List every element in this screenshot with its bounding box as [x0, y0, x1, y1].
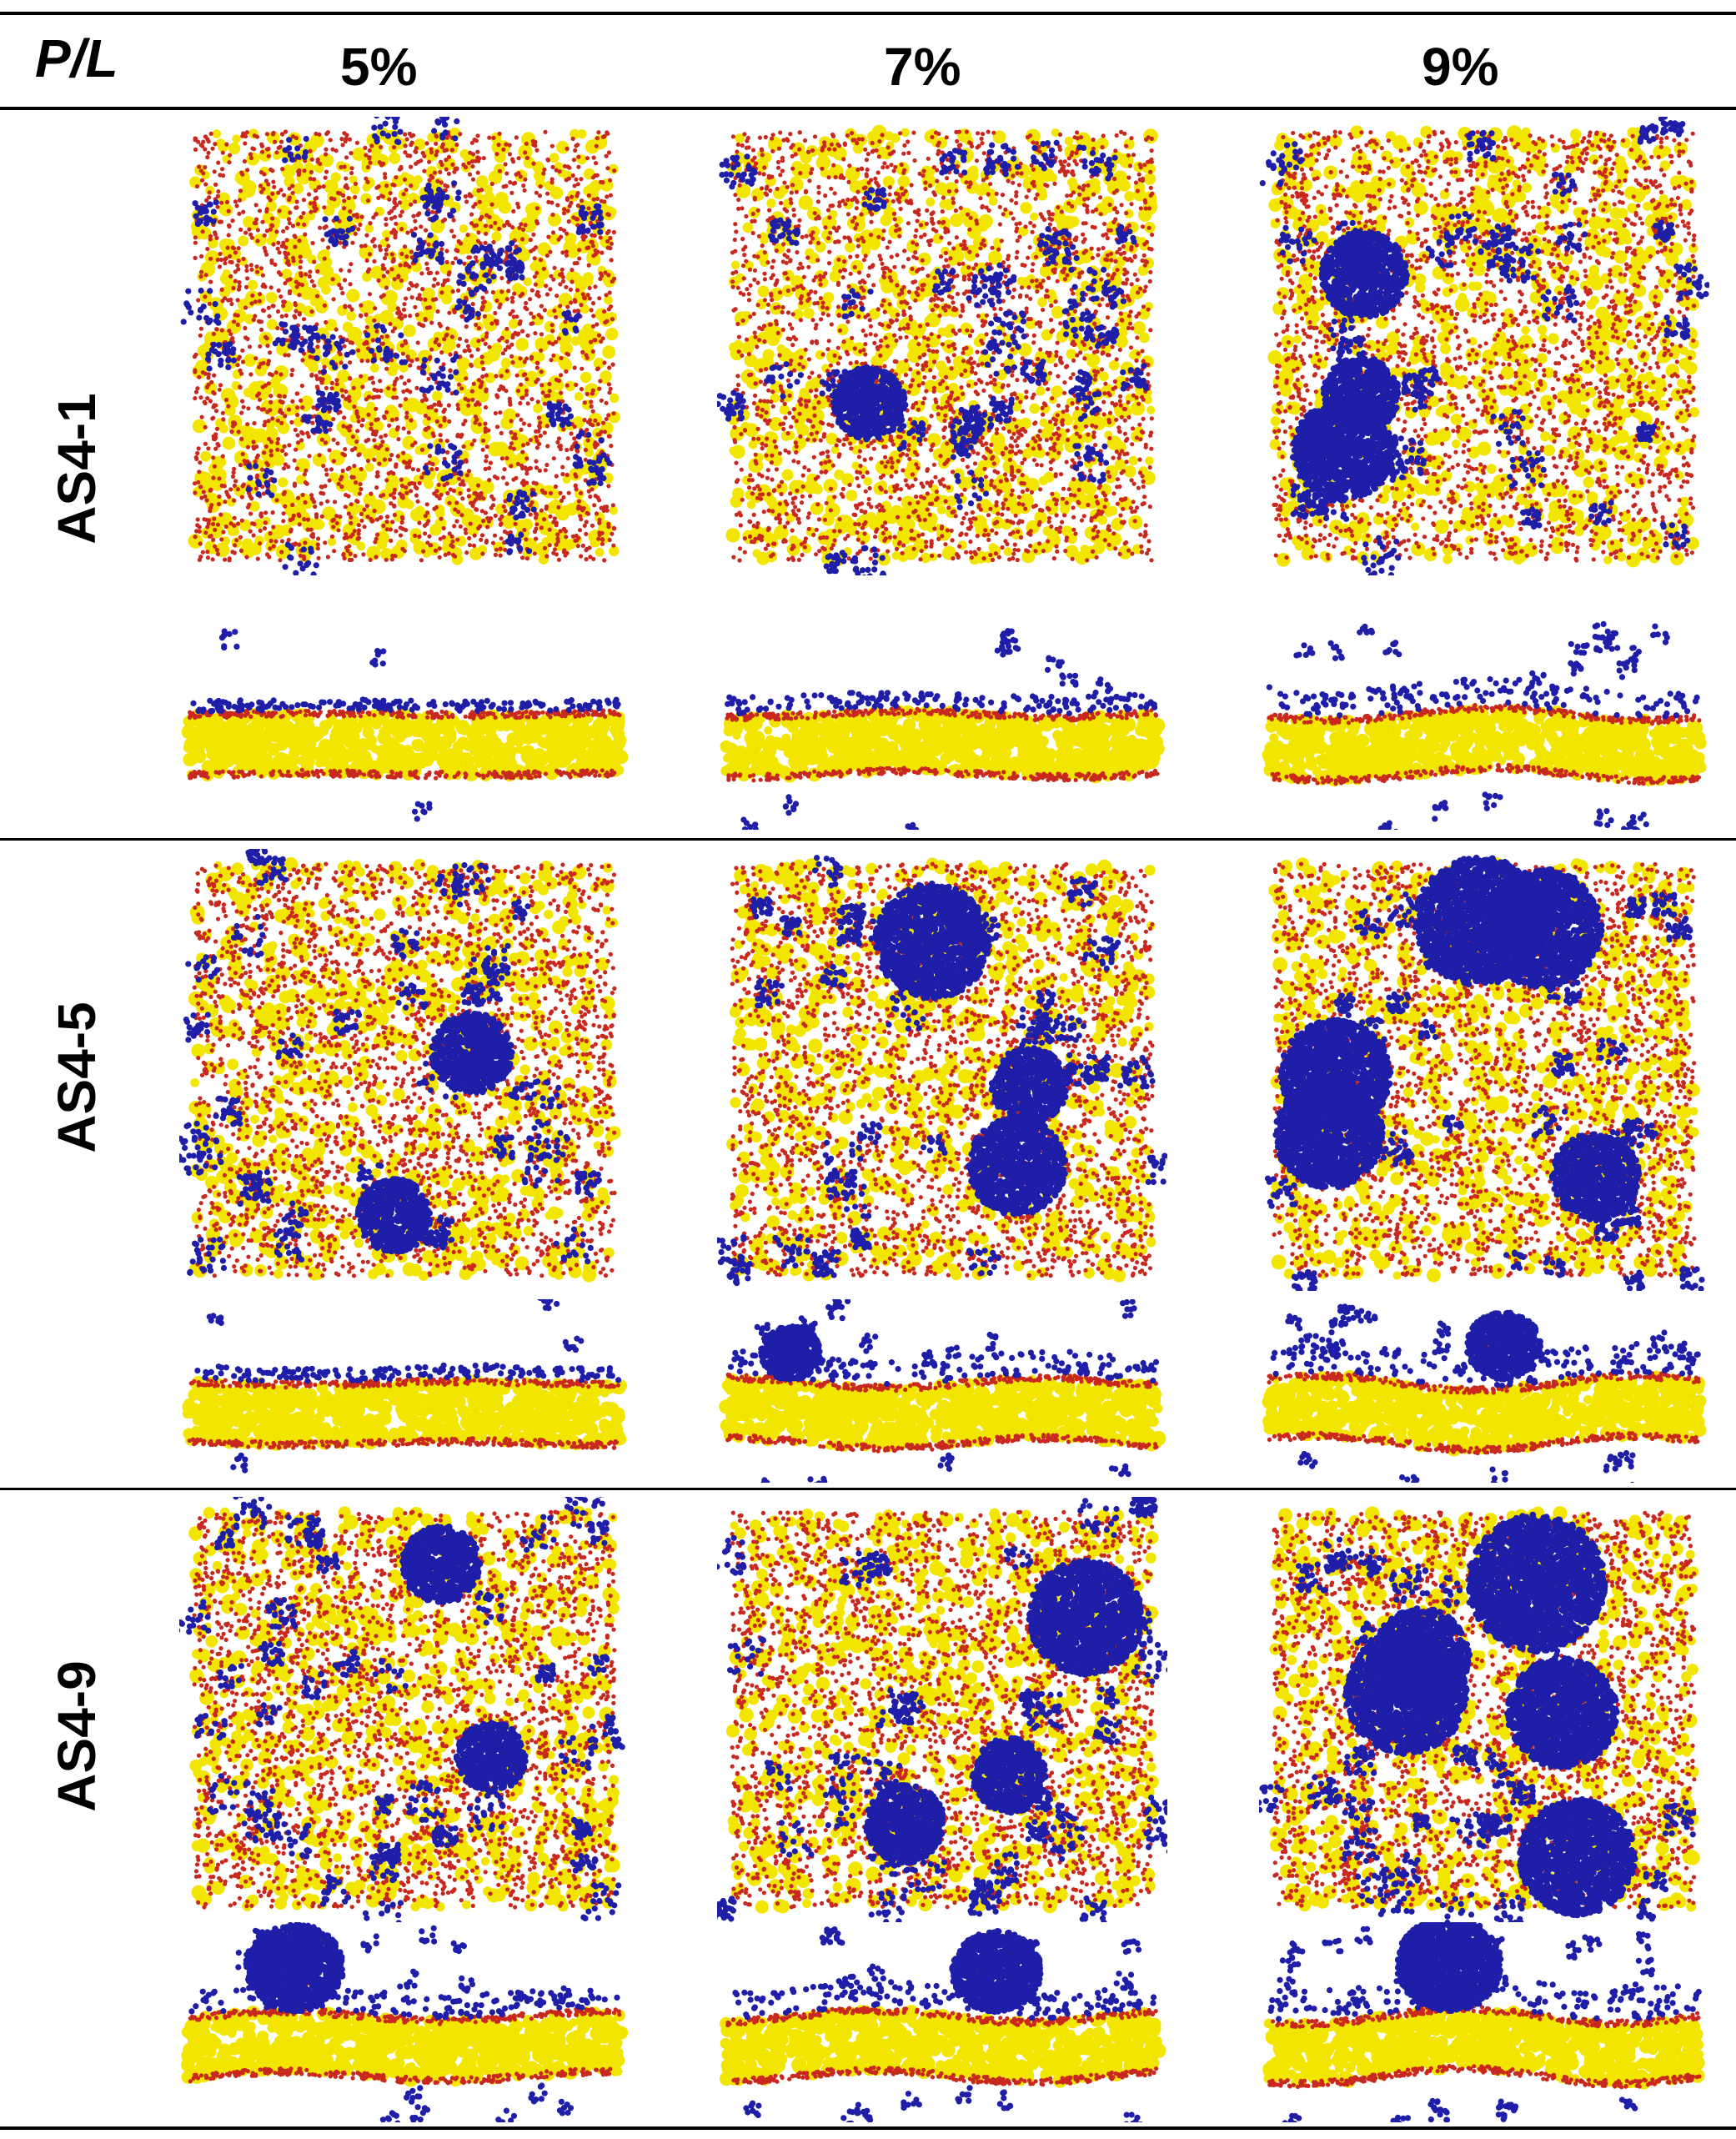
panel-as4-1-5 — [171, 117, 638, 834]
bilayer-core — [1262, 1370, 1707, 1457]
panel-as4-5-7 — [709, 849, 1176, 1483]
top-rule — [0, 12, 1736, 15]
membrane-side-view — [179, 605, 630, 830]
panel-as4-1-9 — [1251, 117, 1718, 834]
membrane-top-view — [1259, 1497, 1709, 1922]
header-col-5: 5% — [340, 40, 418, 93]
panel-as4-5-5 — [171, 849, 638, 1483]
row-divider-1 — [0, 838, 1736, 841]
panel-as4-9-9 — [1251, 1497, 1718, 2122]
membrane-side-view — [717, 1299, 1167, 1483]
header-rule — [0, 107, 1736, 110]
membrane-side-view — [1259, 1922, 1709, 2122]
panel-as4-5-9 — [1251, 849, 1718, 1483]
membrane-top-view — [179, 849, 630, 1291]
membrane-top-view — [717, 849, 1167, 1291]
membrane-side-view — [179, 1922, 630, 2122]
membrane-top-view — [1259, 849, 1709, 1291]
row-label-as4-1: AS4-1 — [50, 344, 103, 594]
membrane-top-view — [179, 1497, 630, 1922]
membrane-side-view — [1259, 605, 1709, 830]
membrane-side-view — [717, 1922, 1167, 2122]
header-col-7: 7% — [884, 40, 961, 93]
membrane-side-view — [717, 605, 1167, 830]
panel-as4-9-7 — [709, 1497, 1176, 2122]
bottom-rule — [0, 2126, 1736, 2130]
panel-as4-9-5 — [171, 1497, 638, 2122]
membrane-top-view — [179, 117, 630, 575]
panel-as4-1-7 — [709, 117, 1176, 834]
row-label-as4-5: AS4-5 — [50, 952, 103, 1203]
membrane-side-view — [179, 1299, 630, 1483]
membrane-top-view — [717, 117, 1167, 575]
row-divider-2 — [0, 1488, 1736, 1490]
header-col-9: 9% — [1422, 40, 1499, 93]
membrane-side-view — [1259, 1299, 1709, 1483]
header-pl-label: P/L — [35, 32, 118, 85]
row-label-as4-9: AS4-9 — [50, 1611, 103, 1861]
membrane-top-view — [717, 1497, 1167, 1922]
membrane-top-view — [1259, 117, 1709, 575]
